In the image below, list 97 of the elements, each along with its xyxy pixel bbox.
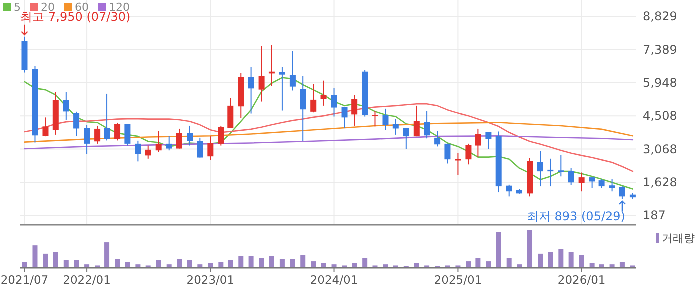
- candlestick: [166, 136, 172, 152]
- y-tick-label: 8,829: [643, 10, 678, 24]
- x-tick-label: 2023/01: [186, 273, 235, 287]
- bar: [538, 254, 543, 268]
- bar: [300, 255, 306, 268]
- y-tick-label: 4,508: [643, 109, 678, 124]
- x-tick-label: 2026/01: [558, 273, 606, 287]
- bar: [476, 258, 481, 268]
- bar: [466, 262, 472, 268]
- candlestick: [331, 87, 338, 118]
- y-tick-label: 3,068: [643, 142, 678, 156]
- bar: [115, 259, 120, 268]
- candlestick: [74, 111, 80, 137]
- bar: [259, 258, 264, 268]
- candlestick: [392, 118, 399, 136]
- x-tick-label: 2022/01: [63, 273, 111, 287]
- candlestick: [434, 130, 441, 148]
- bar: [311, 262, 316, 268]
- candlestick: [352, 94, 358, 126]
- legend-label: 거래량: [662, 232, 695, 245]
- candlestick: [218, 125, 224, 146]
- bar: [248, 256, 254, 268]
- candlestick: [208, 136, 214, 161]
- candlestick: [609, 178, 616, 192]
- legend-label: 5: [14, 1, 21, 14]
- candlestick: [486, 132, 492, 150]
- candlestick: [589, 177, 596, 189]
- candlestick: [310, 84, 317, 114]
- bar: [486, 262, 492, 268]
- candlestick: [548, 158, 554, 188]
- candlestick: [258, 46, 265, 102]
- line-series: [24, 122, 634, 143]
- candlestick: [176, 128, 183, 150]
- candlestick: [475, 128, 482, 158]
- candlestick: [94, 125, 101, 144]
- candlestick: [114, 122, 121, 142]
- bar: [568, 252, 574, 268]
- candlestick: [248, 66, 254, 114]
- candlestick: [290, 50, 296, 92]
- bar: [43, 254, 48, 268]
- candlestick: [619, 186, 626, 200]
- candlestick: [135, 140, 142, 162]
- y-tick-label: 1,628: [643, 175, 678, 190]
- candlestick: [466, 143, 472, 166]
- y-tick-label: 7,389: [643, 42, 678, 57]
- candlestick: [538, 150, 544, 188]
- bar: [496, 232, 502, 268]
- bar: [53, 252, 58, 268]
- bar: [228, 260, 234, 268]
- bar: [104, 242, 110, 268]
- annotation: 최저 893 (05/29): [526, 209, 626, 224]
- candlestick: [63, 92, 70, 120]
- candlestick: [279, 66, 286, 112]
- candlestick: [424, 110, 430, 140]
- candlestick: [320, 80, 327, 106]
- bar: [74, 260, 80, 268]
- candlestick: [124, 124, 131, 146]
- annotation: 최고 7,950 (07/30): [20, 10, 131, 24]
- bar: [269, 256, 274, 268]
- candlestick: [414, 105, 420, 138]
- bar: [528, 230, 533, 268]
- candlestick: [156, 130, 162, 153]
- candlestick: [42, 117, 49, 138]
- candlestick: [104, 93, 110, 142]
- candlestick: [382, 108, 389, 131]
- candlestick: [403, 128, 410, 150]
- candlestick: [444, 143, 451, 164]
- bar: [290, 259, 296, 268]
- x-tick-label: 2024/01: [310, 273, 358, 287]
- bar: [177, 259, 182, 268]
- bar: [506, 258, 512, 268]
- bar: [280, 259, 285, 268]
- candlestick: [197, 137, 204, 158]
- bar: [558, 249, 564, 268]
- x-tick-label: 2021/07: [0, 273, 49, 287]
- bar: [579, 255, 584, 268]
- candlestick: [506, 184, 512, 198]
- bar: [188, 260, 192, 268]
- bar: [156, 260, 162, 268]
- y-tick-label: 187: [643, 208, 666, 223]
- candlestick: [342, 106, 348, 129]
- candlestick: [84, 124, 90, 155]
- candlestick: [228, 98, 234, 129]
- bar: [32, 246, 38, 268]
- candlestick: [145, 145, 152, 160]
- bar: [238, 256, 244, 268]
- candlestick: [558, 154, 564, 178]
- candlestick: [372, 110, 378, 128]
- x-tick-label: 2025/01: [434, 273, 482, 287]
- candlestick: [578, 172, 585, 192]
- y-tick-label: 5,948: [643, 76, 678, 90]
- bar: [64, 260, 69, 268]
- candlestick: [568, 168, 574, 186]
- candlestick: [300, 76, 306, 142]
- candlestick: [187, 125, 193, 146]
- bar: [548, 252, 554, 268]
- bar: [362, 258, 368, 268]
